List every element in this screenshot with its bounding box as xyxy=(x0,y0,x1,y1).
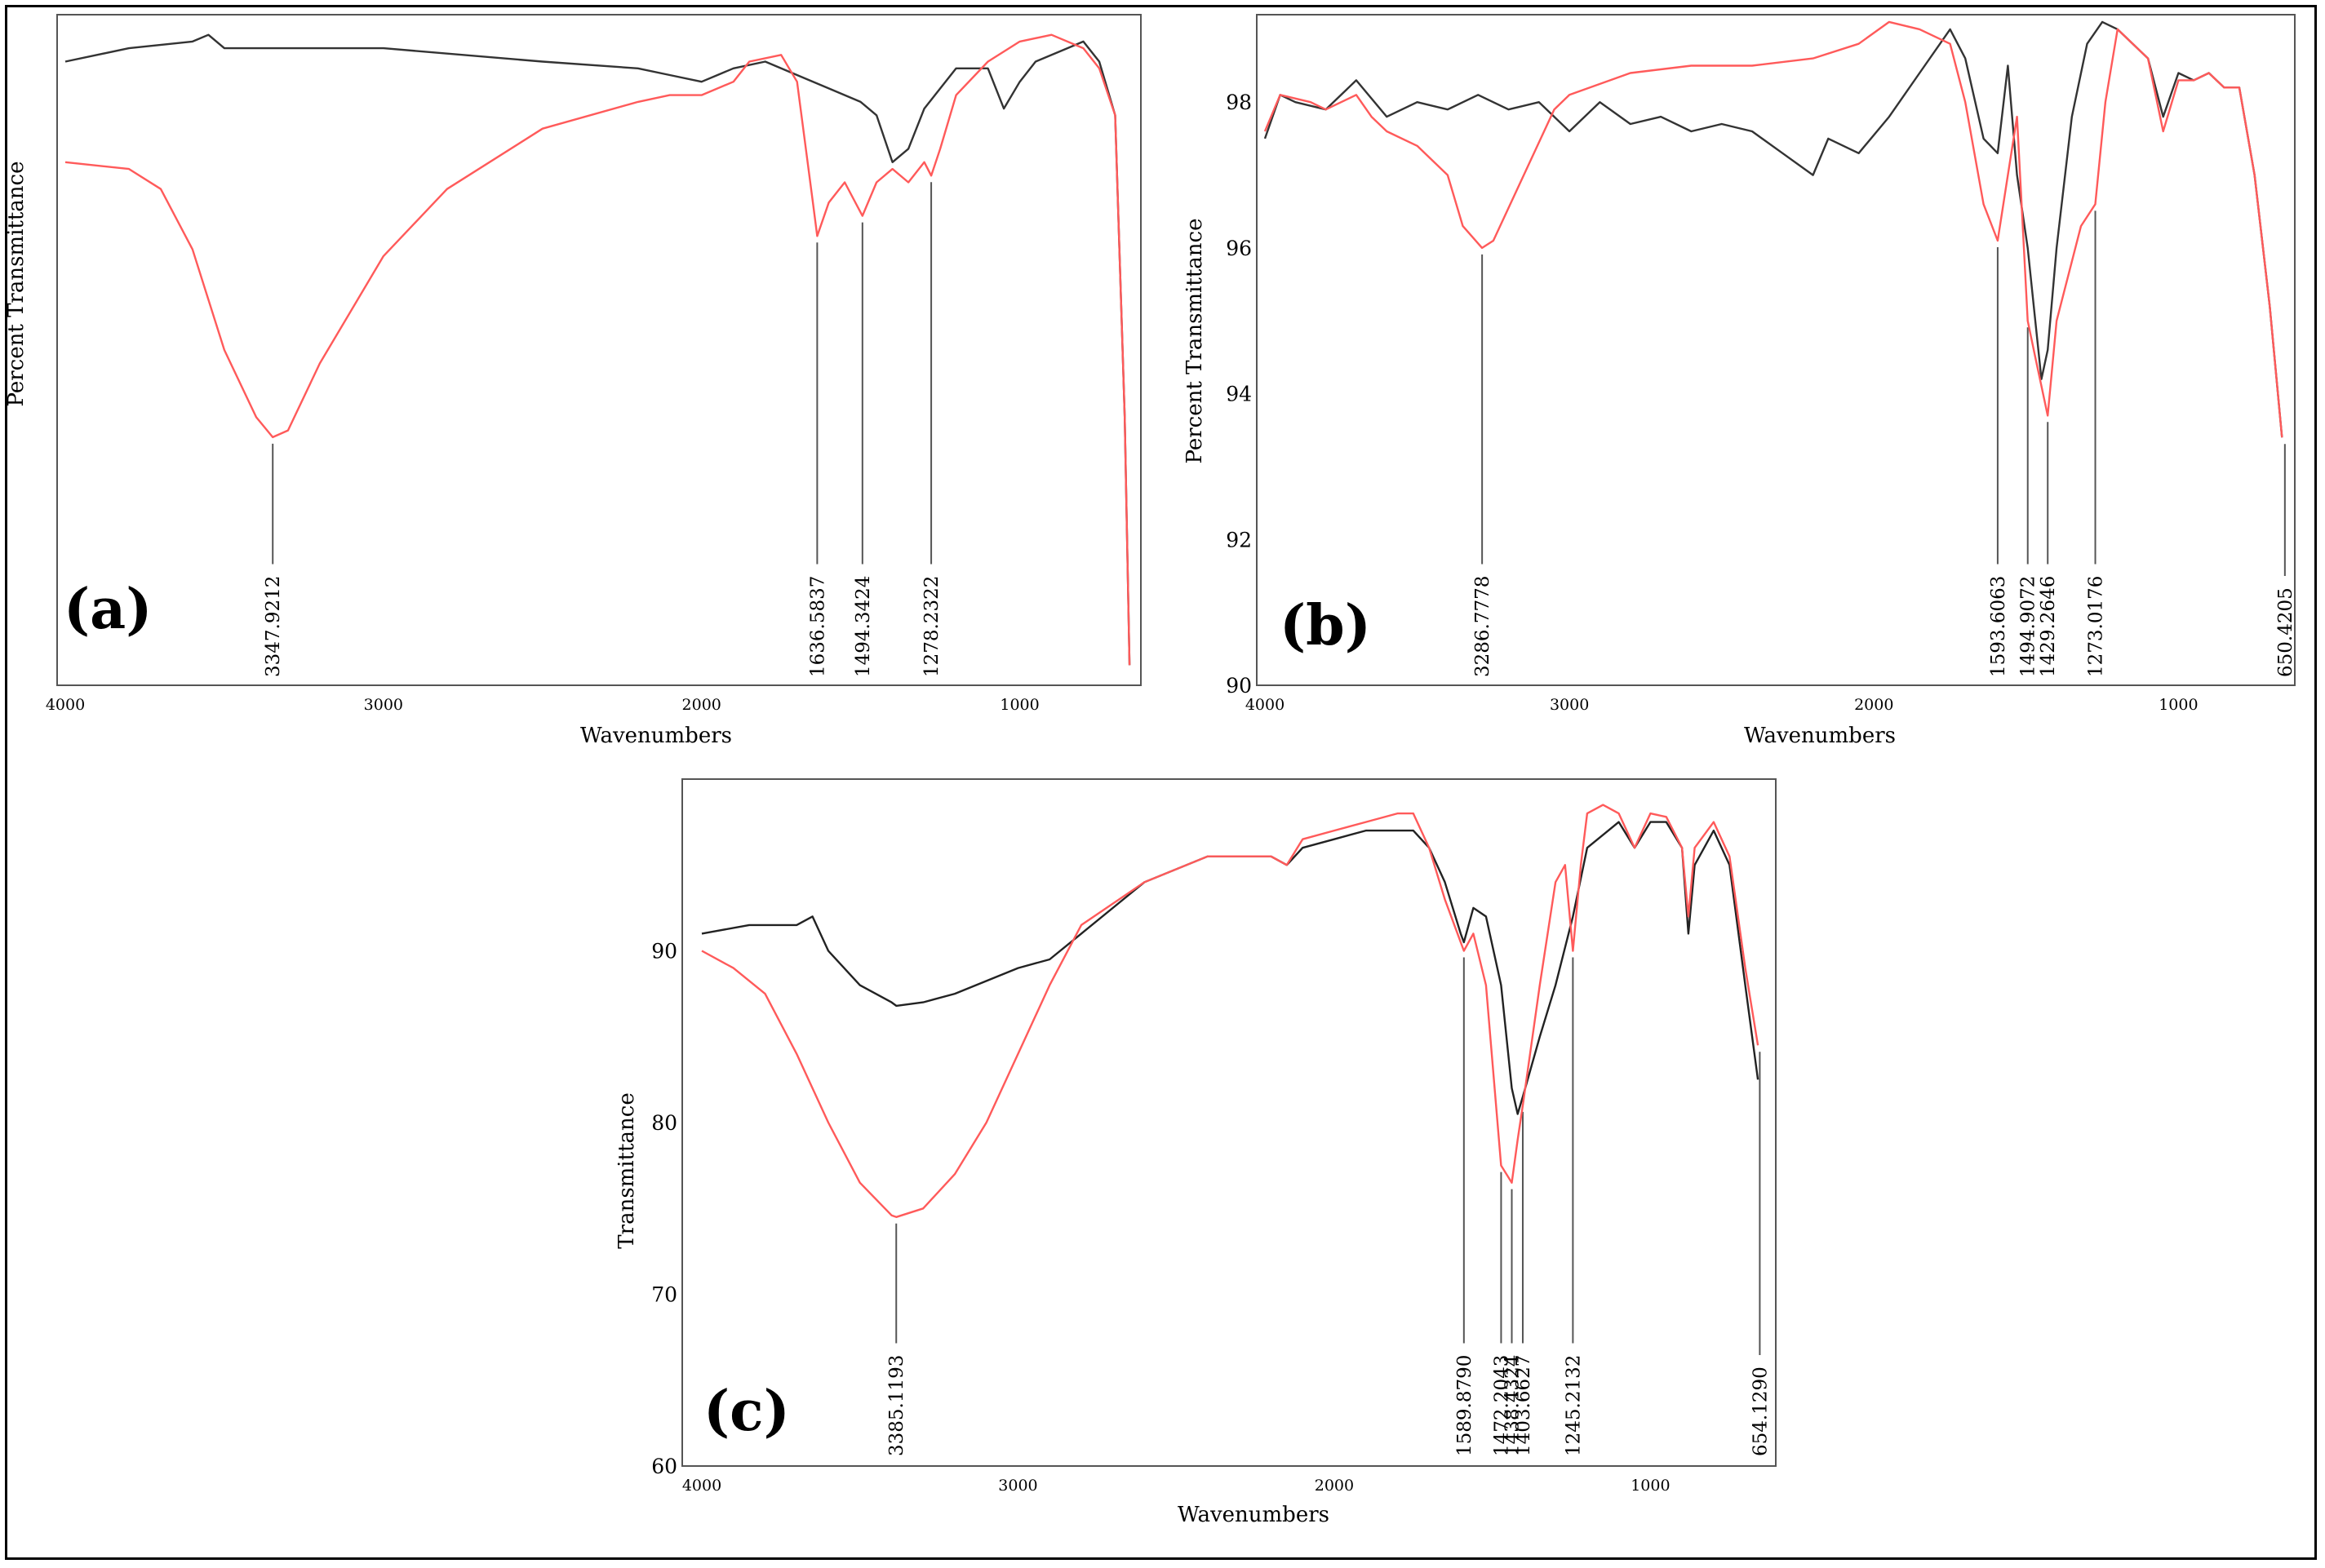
panel-b-ylabel: Percent Transmittance xyxy=(1182,219,1207,464)
x-tick-label: 1000 xyxy=(1000,696,1039,714)
panel-c-xlabel: Wavenumbers xyxy=(1178,1503,1329,1527)
panel-b-axes xyxy=(1256,14,2296,686)
series-line-black xyxy=(1263,20,2283,438)
series-line-red xyxy=(701,804,1759,1218)
panel-a-letter: (a) xyxy=(64,577,152,642)
panel-a-xlabel: Wavenumbers xyxy=(580,724,732,748)
series-line-red xyxy=(64,33,1131,666)
panel-b-chart: Percent Transmittance Wavenumbers (b) 40… xyxy=(1182,14,2296,748)
peak-label: 1278.2322 xyxy=(921,576,943,677)
panel-c-ylabel: Transmittance xyxy=(615,1092,639,1248)
y-tick-label: 90 xyxy=(1226,674,1252,698)
y-tick-label: 98 xyxy=(1226,91,1252,114)
peak-label: 1593.6063 xyxy=(1988,576,2009,677)
x-tick-label: 4000 xyxy=(682,1477,721,1495)
panel-a-ylabel: Percent Transmittance xyxy=(4,162,29,407)
y-tick-label: 60 xyxy=(651,1455,677,1478)
x-tick-label: 3000 xyxy=(364,696,403,714)
x-tick-label: 2000 xyxy=(1854,696,1893,714)
peak-label: 650.4205 xyxy=(2275,587,2296,677)
peak-label: 1589.8790 xyxy=(1454,1355,1475,1456)
panel-a-chart: Percent Transmittance Wavenumbers (a) 40… xyxy=(4,14,1142,748)
peak-label: 654.1290 xyxy=(1750,1366,1771,1456)
series-line-red xyxy=(1263,20,2283,438)
peak-label: 3385.1193 xyxy=(886,1355,907,1456)
peak-label: 1636.5837 xyxy=(807,576,828,677)
x-tick-label: 4000 xyxy=(1245,696,1285,714)
series-line-black xyxy=(701,821,1759,1115)
series-line-black xyxy=(64,33,1131,666)
peak-label: 1403.6627 xyxy=(1513,1355,1534,1456)
y-tick-label: 70 xyxy=(651,1283,677,1307)
y-tick-label: 94 xyxy=(1226,383,1252,406)
y-tick-label: 92 xyxy=(1226,528,1252,551)
peak-label: 1472.2043 xyxy=(1491,1355,1512,1456)
panel-c-chart: Transmittance Wavenumbers (c) 4000 3000 20… xyxy=(615,778,1777,1527)
x-tick-label: 4000 xyxy=(46,696,85,714)
panel-c-axes xyxy=(681,778,1777,1467)
x-tick-label: 2000 xyxy=(682,696,721,714)
peak-label: 1245.2132 xyxy=(1563,1355,1584,1456)
y-tick-label: 90 xyxy=(651,940,677,963)
peak-label: 3286.7778 xyxy=(1472,576,1493,677)
y-tick-label: 80 xyxy=(651,1111,677,1135)
y-tick-label: 96 xyxy=(1226,237,1252,260)
panel-b-letter: (b) xyxy=(1280,593,1371,658)
peak-label: 3347.9212 xyxy=(263,576,284,677)
x-tick-label: 1000 xyxy=(1631,1477,1670,1495)
peak-label: 1494.9072 xyxy=(2018,576,2039,677)
peak-label: 1438.4324 xyxy=(1502,1355,1524,1456)
panel-a-axes xyxy=(56,14,1142,686)
peak-label: 1429.2646 xyxy=(2038,576,2059,677)
panel-b-xlabel: Wavenumbers xyxy=(1744,724,1896,748)
x-tick-label: 3000 xyxy=(998,1477,1037,1495)
peak-label: 1273.0176 xyxy=(2086,576,2107,677)
x-tick-label: 2000 xyxy=(1315,1477,1354,1495)
x-tick-label: 1000 xyxy=(2159,696,2198,714)
x-tick-label: 3000 xyxy=(1550,696,1589,714)
panel-c-letter: (c) xyxy=(703,1379,790,1444)
peak-label: 1494.3424 xyxy=(853,576,874,677)
figure-frame xyxy=(5,5,2317,1560)
